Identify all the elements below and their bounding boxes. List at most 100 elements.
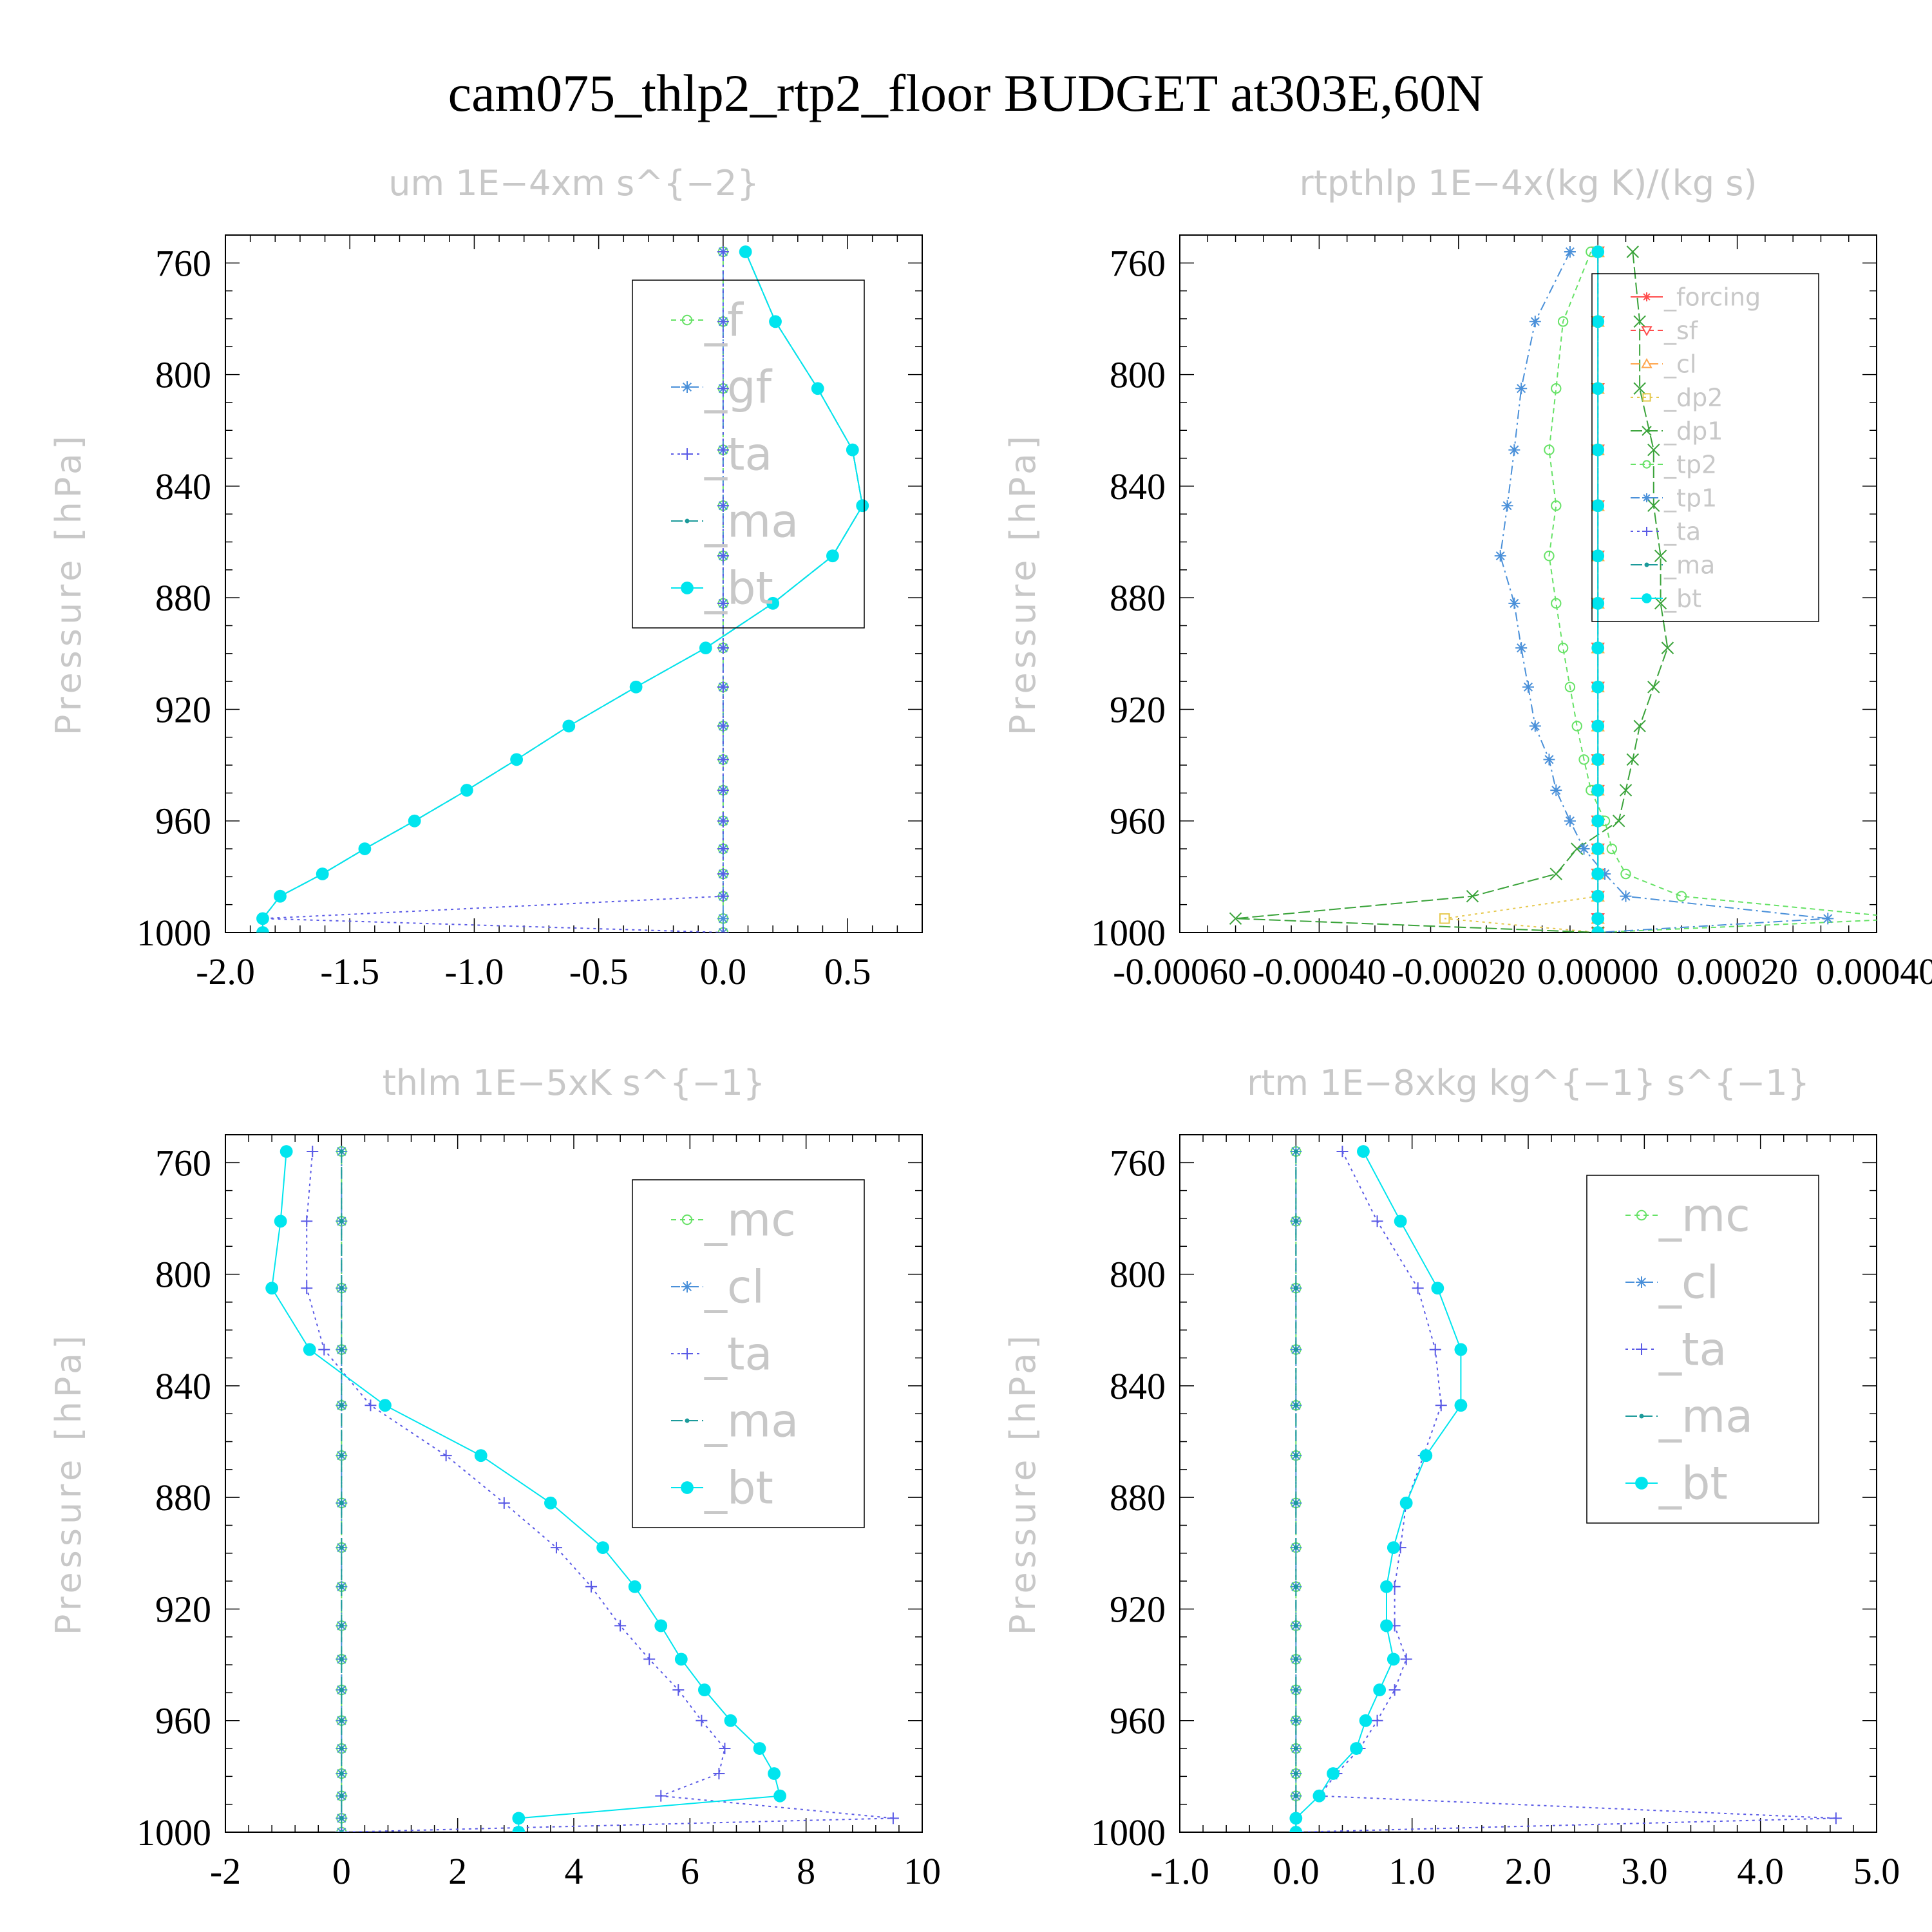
data-point [887,1812,899,1824]
y-tick-label: 920 [155,688,211,730]
data-point [1359,1714,1372,1727]
legend-marker [1636,1209,1647,1221]
data-point [628,1580,641,1593]
data-point [1591,443,1605,457]
data-point [1543,753,1555,766]
series-line [1235,251,1669,933]
legend-item: _ta [671,1328,772,1381]
data-point [301,1282,313,1294]
data-point [655,1790,667,1802]
plot-area [265,1145,899,1832]
legend-label: _ma [704,495,799,548]
legend-item: _ta [671,428,772,481]
data-point [1591,245,1605,258]
legend-marker [1642,393,1651,402]
data-point [1515,642,1528,654]
legend: _f _gf _ta _ma _bt [632,279,865,629]
data-point [1822,913,1834,925]
data-point [1633,315,1646,328]
series-tp2 [1544,246,1916,933]
axis-ticks [225,235,923,933]
series-ma [339,1149,344,1832]
data-point [1591,641,1605,655]
legend-label: _ma [1658,1390,1753,1443]
data-point [1591,753,1605,766]
data-point [717,245,729,258]
data-point [1620,890,1632,902]
legend-marker [1641,326,1653,337]
data-point [1229,912,1242,925]
data-point [672,1684,685,1696]
legend-item: _cl [1625,1256,1719,1309]
x-tick-label: 4.0 [1737,1850,1784,1892]
plot-frame [225,234,923,933]
data-point [474,1449,488,1463]
data-point [717,383,729,395]
data-point [1647,499,1660,512]
series-line [1548,251,1877,933]
data-point [1293,1687,1298,1692]
series-line [262,251,724,933]
legend-item: _ma [671,1395,799,1448]
legend-item: _ma [1631,551,1715,579]
y-tick-label: 800 [1110,354,1166,396]
legend-marker [681,582,694,594]
x-tick-label: 3.0 [1621,1850,1668,1892]
y-tick-label: 1000 [137,912,211,954]
y-tick-label: 880 [1110,577,1166,619]
x-tick-label: -0.5 [569,951,629,992]
data-point [717,815,729,827]
legend-label: _mc [704,1194,796,1247]
data-point [1626,245,1640,258]
x-tick-label: 4 [565,1850,583,1892]
y-tick-label: 960 [155,800,211,842]
series-line [1295,1151,1462,1832]
data-point [1551,383,1562,394]
data-point [339,1403,344,1408]
data-point [1293,1656,1298,1662]
data-point [717,500,729,512]
y-axis-label: Pressure [hPa] [48,432,89,735]
data-point [1676,891,1687,902]
y-tick-label: 800 [1110,1254,1166,1296]
data-point [724,1714,737,1727]
data-point [753,1742,766,1755]
data-point [629,680,643,694]
data-point [1620,868,1631,880]
legend-box [1591,273,1819,622]
legend-item: _cl [671,1261,764,1314]
data-point [339,1347,344,1352]
data-point [1350,1742,1363,1755]
data-point [1508,444,1520,456]
data-point [739,245,752,258]
data-point [1429,1343,1441,1356]
data-point [1544,550,1555,562]
series-dp2 [1439,246,1604,933]
x-tick-label: 6 [681,1850,699,1892]
data-point [1654,597,1667,610]
legend-item: _ma [1625,1390,1753,1443]
legend-marker [1642,292,1651,301]
data-point [1591,382,1605,395]
data-point [1293,1623,1298,1628]
y-tick-label: 880 [1110,1477,1166,1519]
data-point [717,720,729,732]
legend-item: _cl [1631,350,1696,378]
x-tick-label: -1.0 [445,951,504,992]
x-tick-label: 10 [904,1850,941,1892]
data-point [1907,914,1916,923]
data-point [846,443,859,457]
data-point [856,499,869,513]
legend-label: _cl [704,1261,764,1314]
data-point [1549,867,1562,880]
data-point [1293,1453,1298,1458]
legend-box [632,1179,865,1528]
data-point [339,1830,344,1832]
data-point [654,1619,668,1633]
legend: _forcing _sf _cl _dp2 _dp1 _tp2 _tp1 _ta _ma _bt [1591,273,1819,622]
data-point [1371,1215,1383,1227]
plot-frame [225,1134,923,1833]
data-point [1293,1545,1298,1550]
y-tick-label: 760 [1110,1142,1166,1184]
legend-item: _bt [671,1462,773,1515]
